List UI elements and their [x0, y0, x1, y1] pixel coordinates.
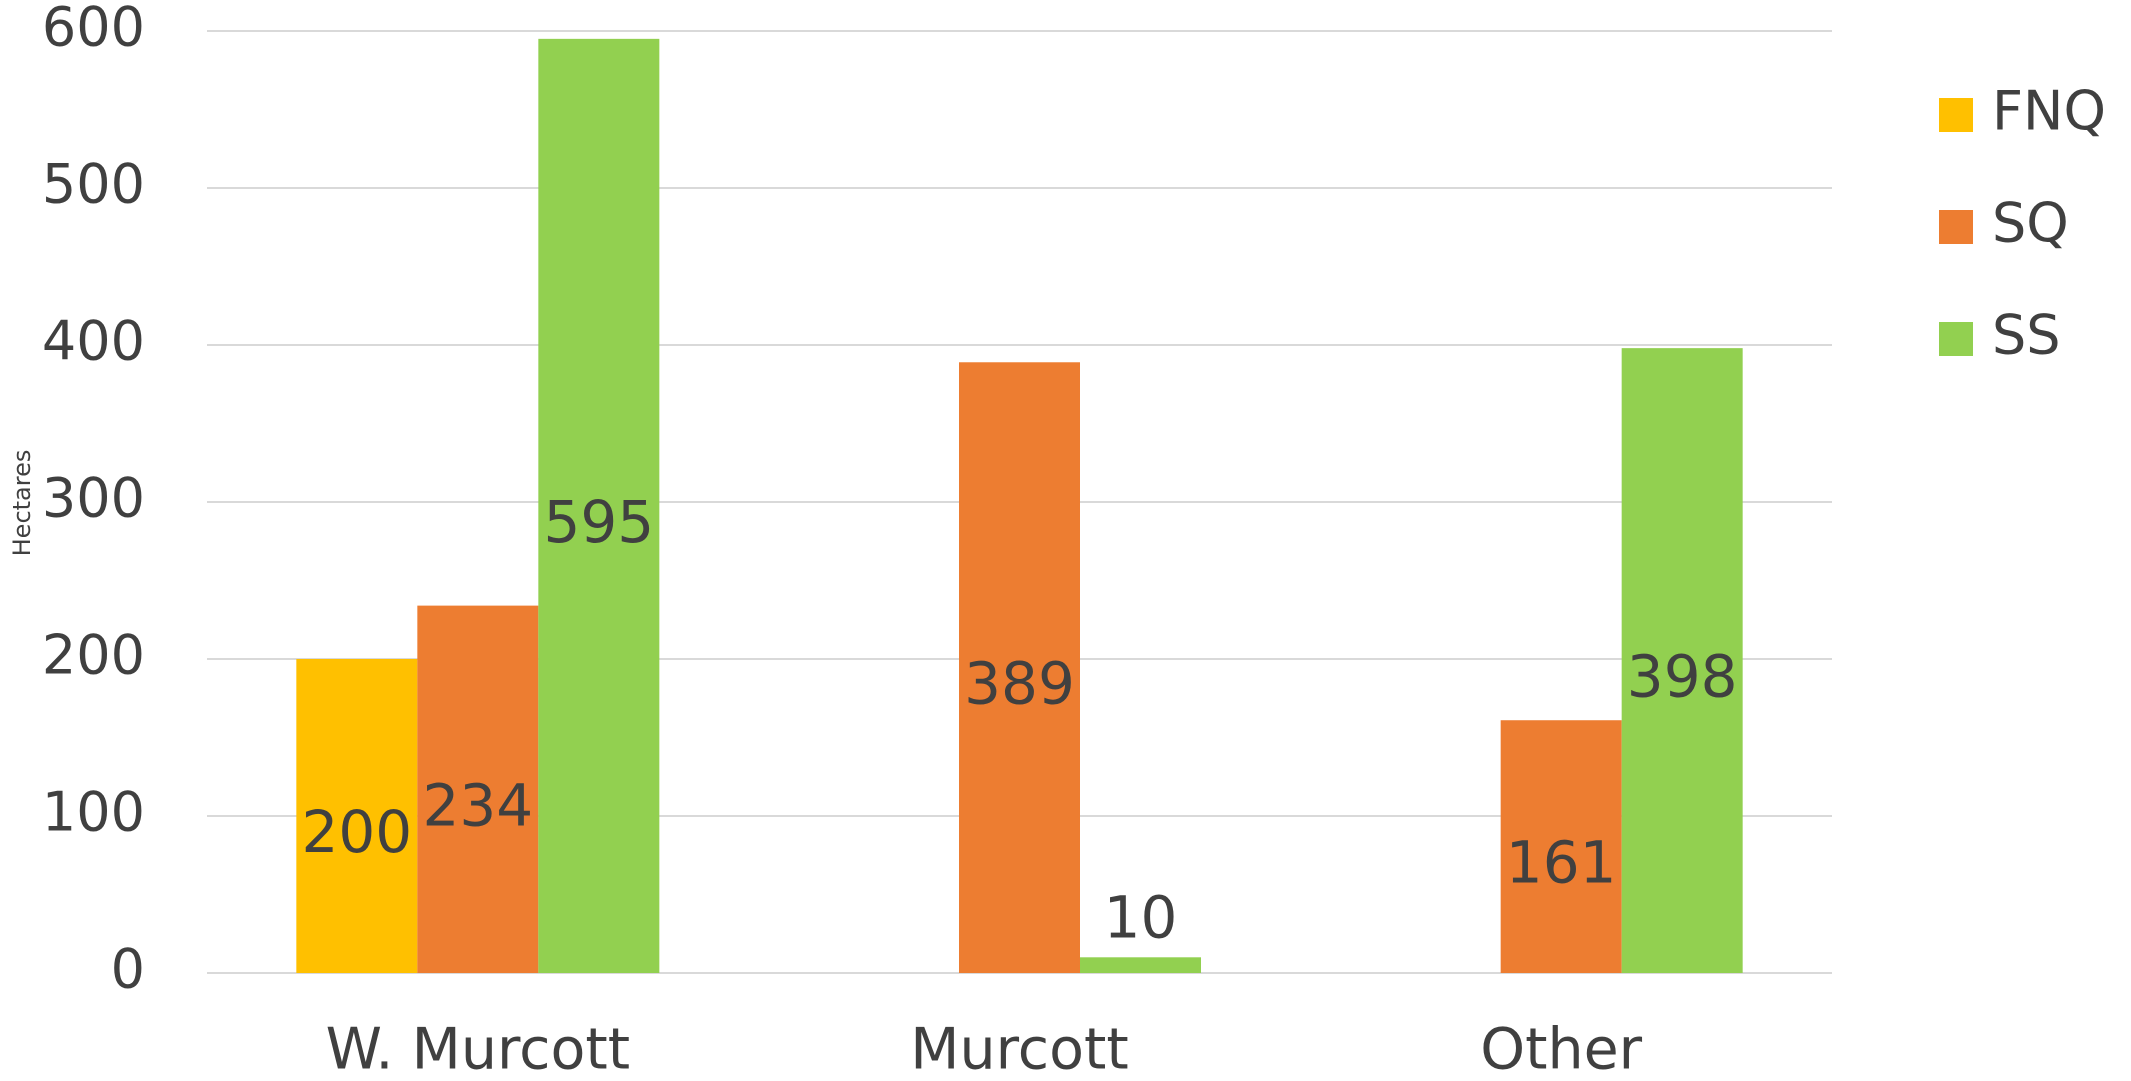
- bar: [417, 605, 539, 973]
- x-tick-label: W. Murcott: [326, 1017, 630, 1081]
- legend-swatch: [1939, 322, 1973, 356]
- legend-swatch: [1939, 210, 1973, 244]
- bar: [959, 362, 1080, 973]
- legend-swatch: [1939, 98, 1973, 132]
- legend-label: SQ: [1992, 192, 2069, 255]
- data-label: 389: [964, 650, 1075, 718]
- y-tick-label: 400: [42, 310, 145, 373]
- bar: [296, 659, 418, 973]
- bar: [538, 38, 660, 974]
- x-tick-label: Murcott: [910, 1017, 1128, 1081]
- bar: [1500, 720, 1622, 973]
- y-axis-label: Hectares: [8, 450, 36, 557]
- data-label: 200: [301, 798, 412, 866]
- bar: [1621, 348, 1743, 973]
- legend-label: FNQ: [1992, 80, 2106, 143]
- y-tick-label: 300: [42, 467, 145, 530]
- y-tick-label: 500: [42, 153, 145, 216]
- data-label: 398: [1627, 643, 1738, 711]
- data-label: 595: [543, 488, 654, 556]
- y-tick-label: 200: [42, 624, 145, 687]
- data-label: 10: [1104, 883, 1178, 951]
- data-label: 234: [422, 771, 533, 839]
- y-tick-label: 100: [42, 781, 145, 844]
- legend-label: SS: [1992, 304, 2061, 367]
- y-tick-label: 600: [42, 0, 145, 59]
- bar: [1080, 957, 1201, 973]
- y-tick-label: 0: [111, 938, 145, 1001]
- data-label: 161: [1506, 829, 1617, 897]
- x-tick-label: Other: [1480, 1017, 1642, 1081]
